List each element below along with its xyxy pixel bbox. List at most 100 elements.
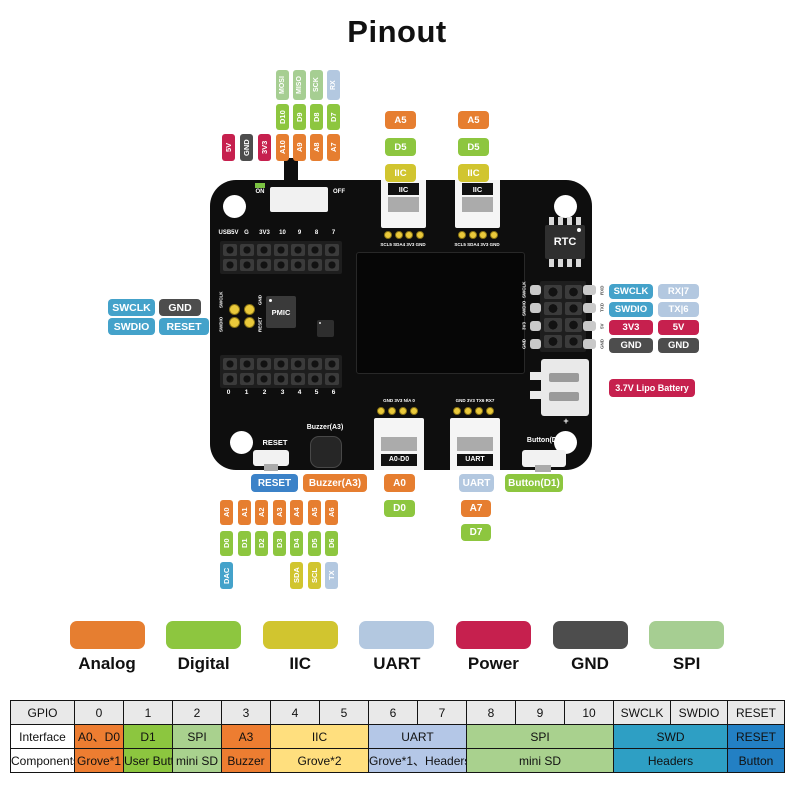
header-pin-socket [291, 259, 305, 271]
table-header-cell: 2 [172, 700, 222, 725]
pin-label-sda: SDA [290, 562, 303, 589]
rtc-leg [567, 259, 572, 267]
pin-label-tx-6: TX|6 [658, 302, 699, 317]
reset-button [253, 450, 289, 466]
switch-off-label: OFF [333, 189, 345, 195]
table-header-cell: 3 [221, 700, 271, 725]
silk-label: 4 [297, 389, 302, 396]
grove-pin [474, 407, 483, 415]
pin-label-3-7v-lipo-battery: 3.7V Lipo Battery [609, 379, 695, 397]
table-cell: Grove*1、Headers [368, 748, 467, 773]
legend-swatch [649, 621, 725, 649]
grove-pin [387, 407, 396, 415]
battery-tab [530, 372, 543, 380]
pin-label-d1: D1 [237, 531, 251, 556]
grove-pin [463, 407, 472, 415]
header-pin-socket [223, 259, 237, 271]
rtc-leg [549, 259, 554, 267]
grove-pin [479, 231, 487, 239]
table-cell: SPI [172, 724, 222, 749]
small-chip [317, 320, 334, 337]
pin-label-scl: SCL [307, 562, 321, 589]
pin-label-5v: 5V [222, 134, 235, 161]
pin-label-a5: A5 [307, 500, 321, 525]
grove-a0-label: A0-D0 [388, 456, 410, 463]
rtc-leg [549, 217, 554, 225]
bottom-header [220, 355, 342, 388]
pin-label-gnd: GND [159, 299, 201, 316]
pin-label-a0: A0 [220, 500, 233, 525]
header-pin-socket [257, 244, 271, 256]
header-pin-socket [240, 358, 254, 370]
header-pin [583, 285, 596, 295]
grove-pin [398, 407, 407, 415]
grove-iic-silk: SCL5 SDA4 3V3 GND [380, 242, 426, 247]
table-cell: RESET [727, 724, 785, 749]
pin-label-a0: A0 [384, 474, 415, 492]
header-pin-socket [274, 358, 288, 370]
table-header-cell: 1 [123, 700, 173, 725]
pin-label-uart: UART [459, 474, 494, 492]
header-pin [583, 303, 596, 313]
silk-label: 2 [262, 389, 267, 396]
reset-silk: RESET [262, 438, 288, 447]
pin-label-a5: A5 [385, 111, 416, 129]
pin-label-a5: A5 [458, 111, 489, 129]
grove-slot [381, 437, 417, 451]
header-pin-socket [325, 244, 339, 256]
header-pin-socket [223, 244, 237, 256]
grove-pin [468, 231, 477, 239]
mounting-hole [223, 195, 246, 218]
page-title: Pinout [347, 14, 447, 49]
pin-label-rx: RX [327, 70, 340, 100]
mcu-module [356, 252, 525, 374]
grove-slot [457, 437, 493, 451]
pin-label-d4: D4 [290, 531, 303, 556]
power-led [255, 183, 265, 188]
grove-a0-silk: GND 3V3 N/A 0 [383, 398, 415, 403]
header-pin [583, 321, 596, 331]
table-header-cell: 7 [417, 700, 467, 725]
legend-swatch [166, 621, 242, 649]
battery-pin [549, 373, 579, 382]
header-pin-socket [291, 244, 305, 256]
table-header-cell: RESET [727, 700, 785, 725]
table-header-cell: 8 [466, 700, 516, 725]
right-header-silk: GND [599, 339, 605, 349]
table-cell: IIC [270, 724, 369, 749]
table-header-cell: GPIO [10, 700, 75, 725]
table-cell: Headers [613, 748, 728, 773]
pin-label-d5: D5 [458, 138, 489, 156]
table-cell: A0、D0 [74, 724, 124, 749]
legend-item-label: Power [467, 654, 519, 673]
grove-pin [405, 231, 413, 239]
pmic-chip: PMIC [266, 296, 296, 328]
table-cell: Buzzer [221, 748, 271, 773]
table-header-cell: SWDIO [670, 700, 728, 725]
switch-on-label: ON [255, 189, 265, 195]
pin-label-d7: D7 [461, 524, 491, 541]
rtc-leg [558, 217, 563, 225]
pin-label-a9: A9 [293, 134, 306, 161]
silk-label: 5 [314, 389, 319, 396]
header-pin-socket [257, 373, 271, 385]
pin-label-d2: D2 [255, 531, 268, 556]
pmic-pin1-dot [269, 299, 272, 302]
grove-label-band: IIC [388, 183, 419, 195]
grove-pin [384, 231, 392, 239]
table-cell: Button [727, 748, 785, 773]
table-cell: Grove*2 [270, 748, 369, 773]
header-pin-socket [308, 373, 322, 385]
table-cell: User Button [123, 748, 173, 773]
header-pin-socket [274, 244, 288, 256]
header-pin-socket [325, 373, 339, 385]
mounting-hole [230, 431, 253, 454]
pin-label-3v3: 3V3 [258, 134, 271, 161]
legend-item-label: SPI [672, 654, 701, 673]
header-pin-socket [274, 259, 288, 271]
table-cell: A3 [221, 724, 271, 749]
table-cell: mini SD [172, 748, 222, 773]
legend-swatch [552, 621, 628, 649]
grove-pin [376, 407, 385, 415]
pin-label-3v3: 3V3 [609, 320, 653, 335]
